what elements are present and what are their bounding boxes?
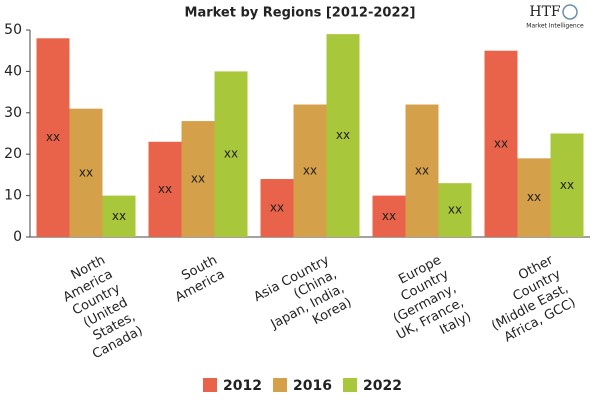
y-tick-label: 50 (4, 22, 22, 38)
x-tick-label: SouthAmerica (165, 252, 227, 305)
y-tick-label: 40 (4, 63, 22, 79)
y-tick-label: 0 (13, 229, 22, 245)
bar (181, 121, 215, 237)
bar (293, 104, 327, 238)
bar (148, 141, 182, 237)
bar (260, 179, 294, 237)
y-tick-label: 10 (4, 188, 22, 204)
data-label: xx (382, 209, 396, 223)
x-tick-label: Asia Country(China,Japan, India,Korea) (251, 252, 354, 347)
legend-swatch (343, 378, 357, 392)
data-label: xx (560, 178, 574, 192)
y-tick-label: 20 (4, 146, 22, 162)
bar (484, 50, 518, 238)
logo-globe (562, 4, 578, 20)
data-label: xx (224, 147, 238, 161)
data-label: xx (46, 130, 60, 144)
legend-label: 2016 (293, 378, 332, 394)
x-tick-label: OtherCountry(Middle East,Africa, GCC) (474, 252, 579, 348)
x-tick-label: NorthAmericaCountry(UnitedStates,Canada) (52, 252, 145, 362)
logo-subtitle: Market Intelligence (526, 23, 584, 30)
bar (326, 34, 360, 237)
data-label: xx (191, 172, 205, 186)
data-label: xx (158, 182, 172, 196)
bar (102, 195, 136, 237)
bar (405, 104, 439, 238)
data-label: xx (527, 190, 541, 204)
data-label: xx (448, 203, 462, 217)
data-label: xx (270, 201, 284, 215)
data-label: xx (494, 136, 508, 150)
data-label: xx (79, 165, 93, 179)
bar (438, 183, 472, 237)
x-tick-label: EuropeCountry(Germany,UK, France,Italy) (371, 252, 473, 356)
bar (517, 158, 551, 237)
chart-title: Market by Regions [2012-2022] (185, 6, 416, 21)
bar (214, 71, 248, 238)
legend-swatch (203, 378, 217, 392)
data-label: xx (303, 163, 317, 177)
legend-label: 2022 (363, 378, 402, 394)
data-label: xx (415, 163, 429, 177)
legend-swatch (273, 378, 287, 392)
bar (550, 133, 584, 237)
legend-label: 2012 (223, 378, 262, 394)
logo-title: HTF (529, 4, 561, 20)
y-tick-label: 30 (4, 105, 22, 121)
data-label: xx (112, 209, 126, 223)
data-label: xx (336, 128, 350, 142)
bar (36, 38, 70, 237)
bar (372, 195, 406, 237)
logo: HTF Market Intelligence (526, 4, 584, 30)
bar (69, 108, 103, 237)
